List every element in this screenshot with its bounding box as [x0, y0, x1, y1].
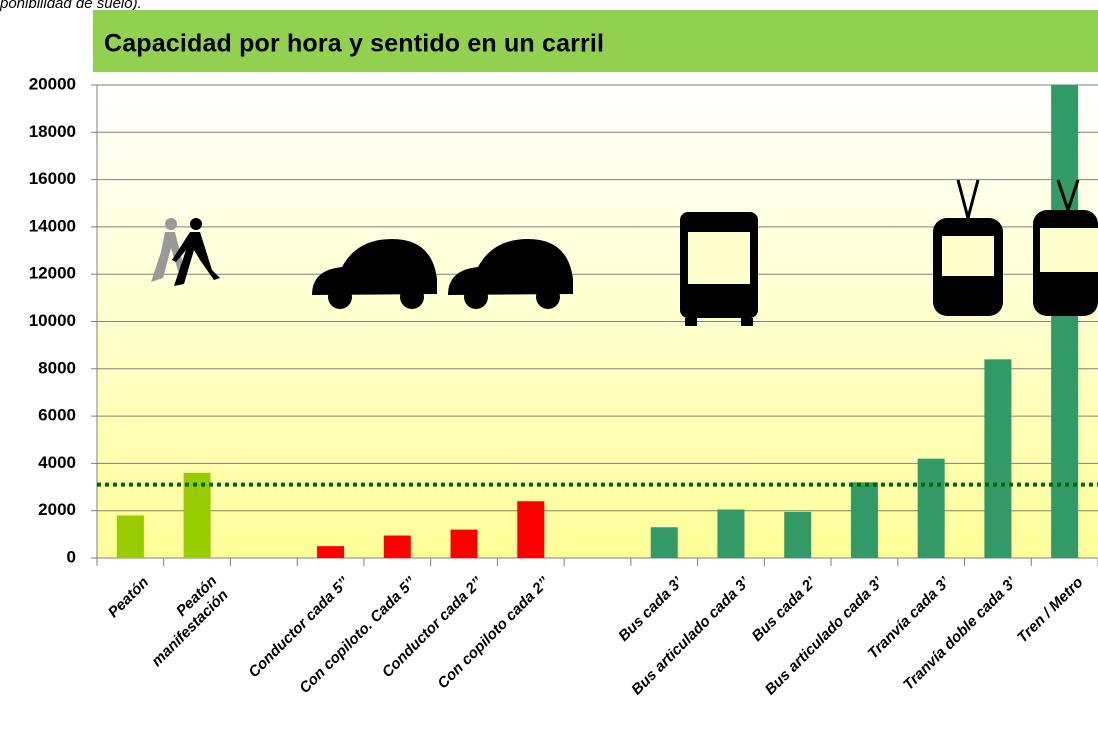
y-tick-label: 0	[67, 547, 76, 566]
x-tick-label-line: Bus articulado cada 3’	[628, 573, 753, 698]
bar	[984, 359, 1012, 558]
bar	[1051, 85, 1079, 558]
x-tick-label: Tranvía doble cada 3’	[900, 573, 1020, 693]
x-tick-label: Bus articulado cada 3’	[628, 573, 753, 698]
x-tick-label: Bus cada 3’	[615, 573, 687, 645]
icons	[151, 179, 1098, 326]
x-tick-label: Con copiloto cada 2’’	[434, 573, 553, 692]
bar	[116, 515, 144, 558]
y-tick-label: 6000	[38, 406, 76, 425]
y-tick-label: 8000	[38, 358, 76, 377]
y-tick-label: 16000	[29, 169, 76, 188]
y-tick-label: 10000	[29, 311, 76, 330]
bar	[917, 458, 945, 558]
x-tick-label-line: Tren / Metro	[1014, 574, 1087, 647]
bar	[183, 472, 211, 558]
x-tick-label-line: Bus cada 2’	[749, 573, 821, 645]
caption: ponibilidad de suelo).	[0, 0, 142, 12]
bar	[517, 501, 545, 558]
x-tick-label-line: Bus articulado cada 3’	[762, 573, 887, 698]
bar	[450, 529, 478, 558]
x-tick-label: Bus cada 2’	[749, 573, 821, 645]
x-tick-label-line: Bus cada 3’	[615, 573, 687, 645]
bar	[650, 527, 678, 558]
bar	[850, 482, 878, 558]
chart-title: Capacidad por hora y sentido en un carri…	[104, 30, 604, 58]
bar	[317, 546, 345, 558]
x-tick-label: Con copiloto. Cada 5’’	[296, 573, 420, 697]
x-tick-label: Tren / Metro	[1014, 574, 1087, 647]
bar	[383, 535, 411, 558]
x-tick-label-line: Con copiloto cada 2’’	[434, 573, 553, 692]
bar	[717, 509, 745, 558]
y-tick-label: 12000	[29, 264, 76, 283]
x-tick-label-line: Con copiloto. Cada 5’’	[296, 573, 420, 697]
y-tick-label: 18000	[29, 122, 76, 141]
y-tick-label: 2000	[38, 500, 76, 519]
x-tick-label: Peatón	[105, 574, 152, 621]
y-tick-label: 4000	[38, 453, 76, 472]
y-tick-label: 14000	[29, 216, 76, 235]
title-bar	[93, 10, 1098, 72]
y-tick-label: 20000	[29, 74, 76, 93]
x-tick-label-line: Peatón	[105, 574, 152, 621]
bar	[784, 511, 812, 558]
x-tick-label: Bus articulado cada 3’	[762, 573, 887, 698]
x-tick-label-line: Tranvía doble cada 3’	[900, 573, 1020, 693]
